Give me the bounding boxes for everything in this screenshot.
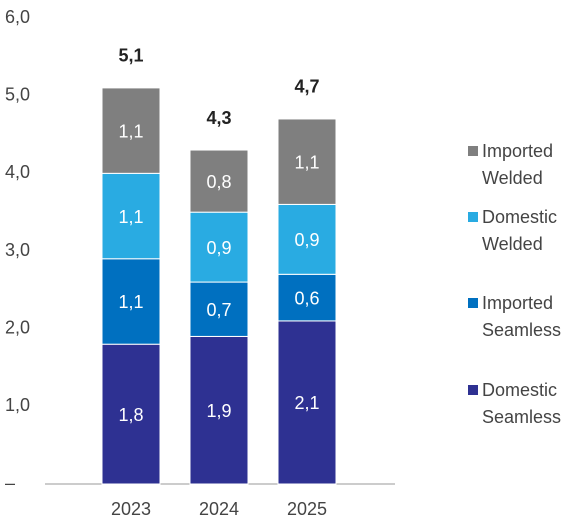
bar-segment	[101, 343, 161, 485]
legend-label: Imported Seamless	[482, 293, 562, 340]
data-label: 1,1	[118, 121, 143, 141]
bar-segment	[277, 320, 337, 485]
bar-segment	[189, 149, 249, 213]
y-tick-label: 6,0	[5, 7, 30, 27]
data-label: 0,9	[206, 238, 231, 258]
total-label: 4,3	[206, 108, 231, 128]
y-tick-label: 4,0	[5, 162, 30, 182]
total-label: 5,1	[118, 46, 143, 66]
legend-label: Imported Welded	[482, 141, 554, 188]
data-label: 0,9	[294, 230, 319, 250]
data-label: 1,1	[118, 292, 143, 312]
bar-segment	[277, 203, 337, 275]
bar-segment	[101, 87, 161, 174]
y-tick-label: 3,0	[5, 240, 30, 260]
bar-segment	[189, 281, 249, 337]
data-label: 0,7	[206, 300, 231, 320]
data-label: 2,1	[294, 393, 319, 413]
bar-segment	[101, 258, 161, 345]
data-label: 1,9	[206, 401, 231, 421]
data-label: 0,6	[294, 288, 319, 308]
legend-label: Domestic Seamless	[482, 380, 562, 427]
y-tick-label: 2,0	[5, 317, 30, 337]
legend-swatch	[468, 146, 478, 156]
x-tick-label: 2025	[287, 499, 327, 519]
x-tick-label: 2023	[111, 499, 151, 519]
data-label: 1,1	[294, 152, 319, 172]
bar-segment	[277, 273, 337, 322]
legend-swatch	[468, 298, 478, 308]
data-label: 0,8	[206, 172, 231, 192]
bar-segment	[277, 118, 337, 205]
legend-swatch	[468, 385, 478, 395]
legend-label: Domestic Welded	[482, 207, 558, 254]
y-tick-label: 5,0	[5, 84, 30, 104]
bar-segment	[189, 335, 249, 485]
y-tick-label: 1,0	[5, 395, 30, 415]
data-label: 1,1	[118, 207, 143, 227]
data-label: 1,8	[118, 405, 143, 425]
y-tick-label: –	[5, 473, 15, 493]
x-tick-label: 2024	[199, 499, 239, 519]
legend-swatch	[468, 212, 478, 222]
total-label: 4,7	[294, 77, 319, 97]
bar-segment	[189, 211, 249, 283]
